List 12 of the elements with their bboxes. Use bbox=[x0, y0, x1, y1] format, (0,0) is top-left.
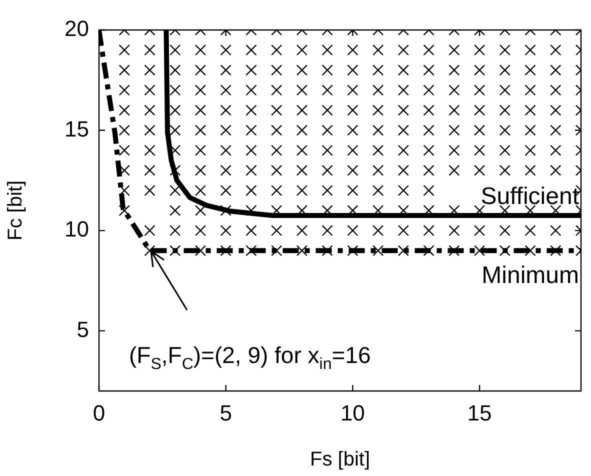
y-tick-label: 5 bbox=[76, 316, 89, 342]
x-tick-label: 10 bbox=[340, 400, 365, 426]
y-tick-label: 15 bbox=[64, 116, 89, 142]
series-label: Minimum bbox=[482, 262, 579, 290]
x-axis-title: Fs [bit] bbox=[310, 448, 370, 471]
y-tick-label: 20 bbox=[64, 16, 89, 42]
y-tick-label: 10 bbox=[64, 216, 89, 242]
y-axis-title: Fc [bit] bbox=[4, 180, 27, 241]
x-tick-label: 5 bbox=[220, 400, 232, 426]
x-tick-label: 0 bbox=[92, 400, 106, 426]
x-tick-label: 15 bbox=[467, 400, 492, 426]
series-label: Sufficient bbox=[480, 183, 580, 210]
